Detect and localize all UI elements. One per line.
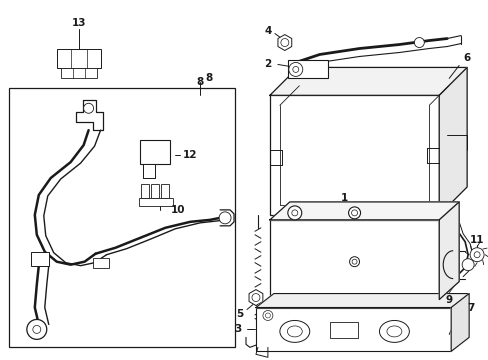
Circle shape [219, 212, 230, 224]
Text: 5: 5 [236, 310, 243, 319]
Text: 4: 4 [264, 26, 271, 36]
Ellipse shape [379, 320, 408, 342]
Text: 9: 9 [445, 294, 452, 305]
Polygon shape [450, 293, 468, 351]
Polygon shape [255, 293, 468, 307]
Text: 12: 12 [183, 150, 197, 160]
Text: 1: 1 [340, 193, 347, 203]
Text: 11: 11 [469, 235, 483, 245]
Circle shape [348, 207, 360, 219]
Circle shape [83, 103, 93, 113]
Bar [61, 68, 96, 78]
Bar [140, 140, 170, 164]
Circle shape [469, 248, 483, 262]
Text: 10: 10 [171, 205, 185, 215]
Text: 8: 8 [196, 77, 203, 87]
Circle shape [473, 252, 479, 258]
Circle shape [461, 259, 473, 271]
Bar [31, 252, 49, 266]
Circle shape [288, 62, 302, 76]
Bar [139, 198, 173, 206]
Circle shape [33, 325, 41, 333]
Circle shape [263, 310, 272, 320]
Polygon shape [438, 67, 466, 215]
Text: 2: 2 [264, 59, 271, 69]
Circle shape [280, 39, 288, 46]
Bar [9, 88, 235, 347]
Circle shape [265, 313, 270, 318]
Bar [151, 184, 159, 198]
Bar [287, 60, 327, 78]
Circle shape [292, 67, 298, 72]
Bar [255, 307, 450, 351]
Text: 7: 7 [467, 302, 474, 312]
Text: 13: 13 [71, 18, 86, 28]
Bar [141, 184, 149, 198]
Bar [269, 95, 438, 215]
Bar [329, 323, 357, 338]
Circle shape [287, 206, 301, 220]
Circle shape [413, 37, 424, 48]
Circle shape [351, 210, 357, 216]
Polygon shape [269, 67, 466, 95]
Circle shape [351, 259, 356, 264]
FancyBboxPatch shape [57, 49, 101, 68]
Bar [161, 184, 169, 198]
Circle shape [291, 210, 297, 216]
Polygon shape [269, 202, 458, 220]
Ellipse shape [279, 320, 309, 342]
Circle shape [349, 257, 359, 267]
Text: 8: 8 [205, 73, 212, 84]
Bar [92, 258, 108, 268]
Ellipse shape [386, 326, 401, 337]
Ellipse shape [287, 326, 302, 337]
Bar [143, 164, 155, 178]
Text: 6: 6 [463, 54, 470, 63]
Text: 3: 3 [234, 324, 241, 334]
Bar [269, 220, 438, 300]
Circle shape [27, 319, 47, 339]
Circle shape [251, 293, 260, 302]
Polygon shape [438, 202, 458, 300]
